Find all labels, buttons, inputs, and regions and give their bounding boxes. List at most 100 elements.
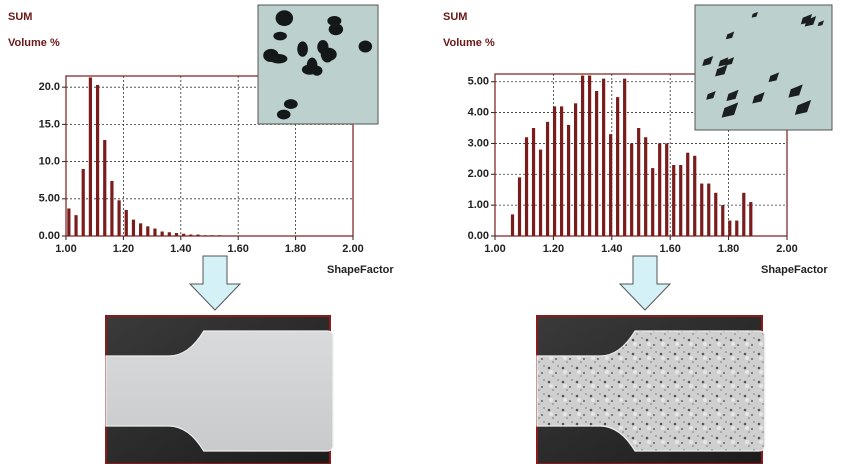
particle [276, 109, 291, 120]
particle [817, 20, 825, 27]
bar [637, 128, 641, 236]
down-arrow [188, 255, 242, 311]
bar [588, 75, 592, 237]
particle [768, 72, 780, 83]
particle [804, 16, 817, 27]
bar [538, 149, 543, 236]
bar [124, 209, 128, 236]
y-tick-label: 3.00 [468, 137, 489, 149]
particle [718, 57, 729, 67]
particle [706, 90, 716, 100]
bar [74, 215, 78, 236]
bar [658, 143, 662, 236]
x-tick-label: 1.80 [285, 243, 306, 255]
bar [174, 233, 179, 236]
x-tick-label: 1.20 [543, 243, 564, 255]
bar [510, 214, 515, 236]
bar [81, 169, 85, 236]
bar [95, 84, 100, 236]
y-tick-label: 15.0 [39, 118, 60, 130]
bar [651, 168, 655, 236]
particle [301, 64, 318, 75]
particle [725, 31, 735, 40]
particle [320, 47, 337, 61]
chart-title: SUM [8, 11, 32, 23]
bar [735, 220, 739, 236]
bar [714, 192, 718, 236]
bar [524, 137, 529, 236]
bar [182, 233, 186, 236]
bar [623, 78, 627, 236]
bar [686, 152, 690, 236]
particle [328, 23, 344, 36]
bar [700, 183, 704, 236]
x-tick-label: 1.00 [55, 243, 76, 255]
specimen [536, 330, 766, 452]
bar [131, 219, 136, 236]
bar [749, 202, 753, 236]
particle [327, 15, 342, 26]
y-tick-label: 1.00 [468, 199, 489, 211]
down-arrow [618, 255, 672, 311]
particle [752, 92, 765, 104]
y-tick-label: 20.0 [39, 81, 60, 93]
bar [721, 205, 725, 236]
bar [728, 220, 732, 236]
particle [275, 10, 294, 27]
x-axis-label: ShapeFactor [761, 264, 828, 276]
x-tick-label: 2.00 [776, 243, 797, 255]
particle [794, 99, 812, 115]
x-axis-label: ShapeFactor [327, 264, 394, 276]
y-tick-label: 4.00 [468, 106, 489, 118]
y-axis-label: Volume % [443, 37, 495, 49]
bar [196, 234, 200, 236]
bar [742, 192, 746, 236]
bar [672, 165, 676, 236]
bar [117, 200, 121, 236]
y-tick-label: 5.00 [468, 76, 489, 88]
bar [595, 90, 599, 236]
bar [566, 124, 571, 236]
plot-frame [494, 73, 788, 237]
particle [724, 57, 735, 66]
x-tick-label: 1.40 [170, 243, 191, 255]
particle [726, 89, 739, 101]
bar [531, 128, 536, 236]
bar [644, 137, 648, 236]
plot-frame [65, 75, 354, 237]
particle [273, 31, 287, 41]
y-tick-label: 5.00 [39, 193, 60, 205]
particle [297, 41, 308, 57]
bar [146, 226, 150, 236]
bar [707, 183, 711, 236]
y-tick-label: 2.00 [468, 168, 489, 180]
particle [751, 11, 758, 18]
bar [189, 234, 193, 236]
bar [630, 143, 634, 236]
particle [358, 40, 373, 53]
bar [139, 223, 143, 236]
micrograph [257, 4, 379, 125]
bar [545, 121, 550, 236]
particle [715, 64, 728, 77]
micrograph-bg [257, 4, 379, 125]
bar [153, 228, 157, 236]
bar [552, 106, 557, 237]
micrograph [694, 4, 833, 131]
particle [788, 84, 803, 98]
x-tick-label: 2.00 [342, 243, 363, 255]
bar [693, 155, 697, 236]
particle [263, 48, 279, 63]
y-tick-label: 0.00 [39, 230, 60, 242]
y-tick-label: 0.00 [468, 230, 489, 242]
bar [160, 231, 164, 236]
bar [559, 106, 564, 237]
bar [517, 177, 522, 236]
x-tick-label: 1.40 [601, 243, 622, 255]
particle [702, 55, 714, 66]
bar [602, 78, 606, 236]
chart-title: SUM [443, 11, 467, 23]
y-tick-label: 10.0 [39, 155, 60, 167]
bar [616, 97, 620, 237]
